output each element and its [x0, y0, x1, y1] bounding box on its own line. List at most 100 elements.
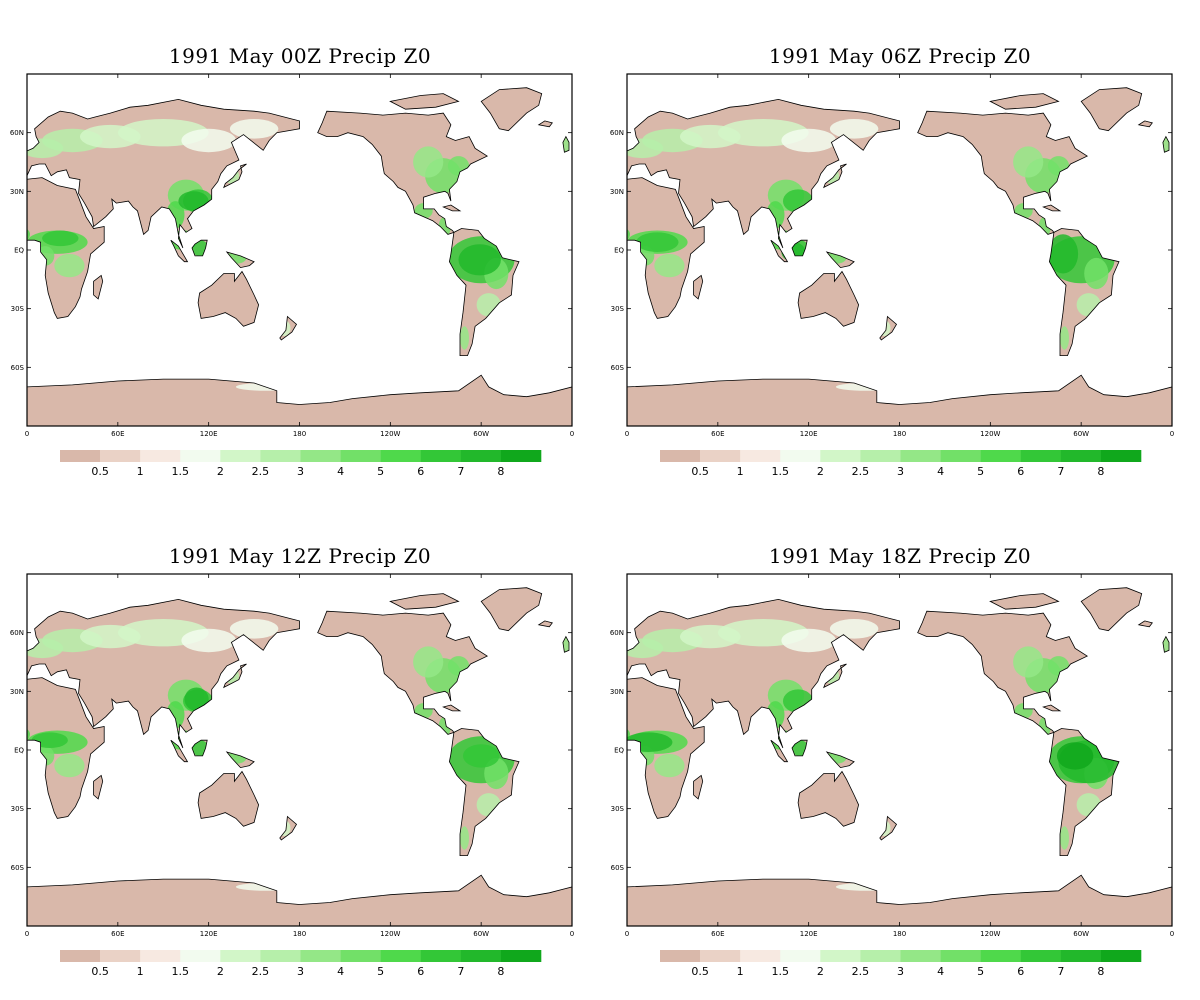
coastline-arctic-islands [989, 93, 1060, 110]
coastline-greenland [1080, 87, 1143, 132]
colorbar-swatch [60, 450, 101, 462]
colorbar-swatch [100, 450, 141, 462]
colorbar-label: 7 [457, 965, 464, 978]
lon-tick-label: 60E [111, 930, 124, 938]
coastline-antarctica [27, 874, 572, 926]
coastline-africa [27, 677, 105, 819]
coastline-borneo [791, 739, 808, 757]
lon-tick-label: 0 [625, 430, 629, 438]
precip-blob [16, 637, 25, 653]
colorbar-label: 4 [337, 965, 344, 978]
colorbar-swatch [860, 450, 901, 462]
coastline-madagascar [693, 274, 704, 300]
coastline-north-america [917, 610, 1089, 735]
coastline-britain [1162, 635, 1170, 653]
lat-tick-label: 60S [11, 364, 25, 372]
coastline-australia [797, 770, 860, 827]
lat-tick-label: 30N [10, 188, 24, 196]
colorbar-swatch [500, 450, 542, 462]
coastline-eurasia [627, 598, 900, 749]
coastline-madagascar [693, 774, 704, 800]
coastline-sumatra [770, 239, 789, 263]
lon-tick-label: 120E [200, 430, 218, 438]
precip-blob [229, 119, 279, 139]
lat-tick-label: 60N [610, 629, 624, 637]
colorbar-swatch [660, 450, 701, 462]
colorbar-label: 3 [297, 965, 304, 978]
precip-blob [229, 619, 279, 639]
map-plot: 60N 30N EQ 30S 60S 0 60E 120E 180 120W 60W 0 0.5 1 1.5… [610, 73, 1174, 478]
colorbar-swatch [940, 450, 981, 462]
precip-blob [184, 687, 209, 711]
coastline-south-america [1048, 728, 1120, 856]
panel-title: 1991 May 06Z Precip Z0 [768, 44, 1032, 68]
lon-tick-label: 0 [1170, 430, 1174, 438]
colorbar-swatch [1060, 450, 1102, 462]
precip-blob [1047, 234, 1079, 274]
coastline-australia [797, 270, 860, 327]
colorbar-swatch [60, 950, 101, 962]
colorbar-label: 4 [937, 965, 944, 978]
colorbar-swatch [1060, 950, 1102, 962]
colorbar-label: 2.5 [852, 965, 870, 978]
lon-tick-label: 60W [473, 930, 489, 938]
colorbar-swatch [340, 450, 381, 462]
colorbar-swatch [180, 950, 221, 962]
coastline-madagascar [93, 774, 104, 800]
coastline-iceland [537, 620, 553, 628]
lat-tick-label: 30S [611, 805, 625, 813]
lon-tick-label: 180 [893, 430, 906, 438]
lat-tick-label: 60N [10, 129, 24, 137]
precip-blob [460, 826, 469, 850]
colorbar-label: 1.5 [172, 465, 190, 478]
colorbar-swatch [140, 950, 181, 962]
lon-tick-label: 0 [570, 930, 574, 938]
coastline-britain [562, 635, 570, 653]
colorbar-label: 4 [937, 465, 944, 478]
coastline-north-america [917, 110, 1089, 235]
panel-18z: 1991 May 18Z Precip Z0 60N 30N EQ 30S 60S 0 60… [600, 500, 1200, 1000]
coastline-new-guinea [225, 751, 255, 769]
colorbar-label: 5 [977, 465, 984, 478]
coastline-sumatra [170, 739, 189, 763]
colorbar-swatch [340, 950, 381, 962]
lon-tick-label: 60W [1073, 930, 1089, 938]
lon-tick-label: 180 [893, 930, 906, 938]
lon-tick-label: 60E [111, 430, 124, 438]
precip-blob [829, 119, 879, 139]
lon-tick-label: 120E [800, 930, 818, 938]
colorbar-label: 7 [1057, 965, 1064, 978]
map-plot: 60N 30N EQ 30S 60S 0 60E 120E 180 120W 60W 0 0.5 1 1.5… [10, 573, 574, 978]
coastline-cuba [442, 704, 462, 712]
precip-blob [54, 753, 85, 778]
coastline-new-zealand [879, 315, 898, 341]
colorbar-label: 1 [737, 465, 744, 478]
coastline-antarctica [27, 374, 572, 426]
coastline-new-zealand [279, 315, 298, 341]
lon-tick-label: 0 [25, 430, 29, 438]
map-plot: 60N 30N EQ 30S 60S 0 60E 120E 180 120W 60W 0 0.5 1 1.5… [610, 573, 1174, 978]
colorbar-label: 2 [817, 965, 824, 978]
lat-tick-label: 60N [610, 129, 624, 137]
lat-tick-label: 60S [611, 364, 625, 372]
coastline-greenland [480, 587, 543, 632]
colorbar-swatch [780, 450, 821, 462]
colorbar-swatch [900, 950, 941, 962]
lon-tick-label: 120E [200, 930, 218, 938]
precip-blob [616, 137, 625, 153]
colorbar-swatch [100, 950, 141, 962]
colorbar-swatch [260, 450, 301, 462]
precip-blob [413, 646, 444, 678]
coastline-cuba [442, 204, 462, 212]
colorbar-swatch [380, 450, 422, 462]
colorbar-swatch [740, 950, 781, 962]
lat-tick-label: 30S [11, 305, 25, 313]
colorbar-swatch [460, 950, 502, 962]
precip-blob [636, 232, 679, 252]
colorbar-label: 0.5 [91, 465, 109, 478]
colorbar-swatch [420, 950, 462, 962]
lon-tick-label: 0 [1170, 930, 1174, 938]
lon-tick-label: 60W [473, 430, 489, 438]
colorbar-label: 2.5 [852, 465, 870, 478]
colorbar-label: 2 [217, 965, 224, 978]
